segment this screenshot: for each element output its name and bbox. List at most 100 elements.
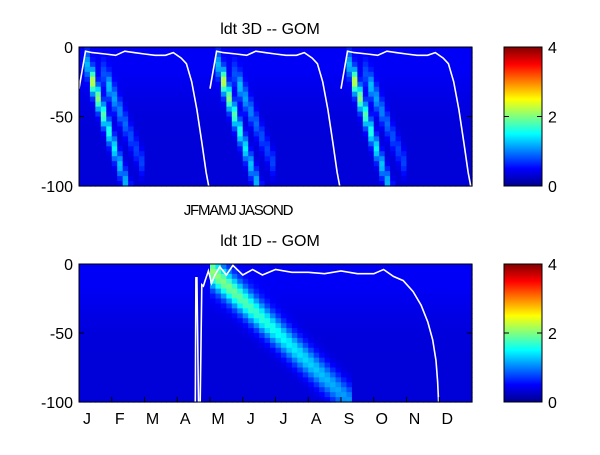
heatmap-cell [450,136,457,142]
heatmap-cell [390,61,397,68]
heatmap-cell [433,171,440,177]
heatmap-cell [357,71,364,78]
heatmap-cell [335,392,342,398]
heatmap-cell [341,171,348,177]
heatmap-cell [155,377,162,383]
heatmap-cell [444,47,451,53]
heatmap-cell [368,161,375,167]
heatmap-cell [149,268,157,275]
heatmap-cell [335,61,342,68]
heatmap-cell [319,357,326,364]
heatmap-cell [79,298,86,305]
heatmap-cell [193,171,200,177]
heatmap-cell [346,372,353,378]
heatmap-cell [428,171,435,177]
heatmap-cell [373,96,380,103]
heatmap-cell [89,288,96,295]
heatmap-cell [242,96,249,103]
heatmap-cell [122,51,129,58]
heatmap-cell [280,303,288,309]
heatmap-cell [199,71,206,78]
heatmap-cell [122,323,129,329]
heatmap-cell [351,293,358,300]
heatmap-cell [368,66,375,73]
heatmap-cell [193,181,200,187]
heatmap-cell [122,387,129,393]
heatmap-cell [166,298,173,305]
heatmap-cell [461,333,468,339]
heatmap-cell [171,86,178,93]
heatmap-cell [242,66,249,73]
heatmap-cell [177,131,184,137]
heatmap-cell [160,116,167,123]
heatmap-cell [231,116,238,123]
heatmap-cell [357,357,364,364]
heatmap-cell [335,66,342,73]
heatmap-cell [379,333,386,339]
heatmap-cell [231,278,238,285]
heatmap-cell [220,86,227,93]
heatmap-cell [444,156,451,162]
heatmap-cell [111,141,118,147]
heatmap-cell [122,382,129,388]
heatmap-cell [133,313,140,319]
heatmap-cell [444,61,451,68]
heatmap-cell [166,131,173,137]
heatmap-cell [390,308,397,314]
heatmap-cell [166,288,173,295]
heatmap-cell [357,111,364,118]
heatmap-cell [171,303,178,309]
heatmap-cell [166,121,173,128]
heatmap-cell [79,171,86,177]
heatmap-cell [182,278,189,285]
heatmap-cell [253,146,260,152]
heatmap-cell [253,76,260,83]
heatmap-cell [188,156,195,162]
heatmap-cell [335,131,342,137]
heatmap-cell [199,337,206,344]
heatmap-cell [84,166,91,172]
heatmap-cell [351,146,358,152]
heatmap-cell [193,367,200,374]
heatmap-cell [351,283,358,290]
heatmap-cell [188,136,195,142]
heatmap-cell [411,342,419,349]
heatmap-cell [357,161,364,167]
heatmap-cell [215,387,222,393]
heatmap-cell [401,86,408,93]
heatmap-cell [433,303,440,309]
heatmap-cell [280,337,288,344]
heatmap-cell [466,382,473,388]
heatmap-cell [297,264,304,270]
heatmap-cell [84,151,91,157]
heatmap-cell [182,101,189,108]
heatmap-cell [111,308,118,314]
heatmap-cell [291,382,298,388]
heatmap-cell [444,86,451,93]
heatmap-cell [128,86,135,93]
heatmap-cell [297,298,304,305]
heatmap-cell [204,357,211,364]
heatmap-cell [373,116,380,123]
heatmap-cell [275,342,282,349]
heatmap-cell [466,166,473,172]
heatmap-cell [122,81,129,88]
heatmap-cell [379,318,386,324]
heatmap-cell [291,136,298,142]
heatmap-cell [117,156,124,162]
heatmap-cell [171,66,178,73]
heatmap-cell [275,66,282,73]
heatmap-cell [335,273,342,280]
heatmap-cell [242,91,249,98]
heatmap-cell [411,308,419,314]
heatmap-cell [439,106,446,113]
heatmap-cell [144,298,151,305]
heatmap-cell [324,313,331,319]
heatmap-cell [330,151,337,157]
heatmap-cell [286,101,293,108]
heatmap-cell [417,121,424,128]
heatmap-cell [220,333,227,339]
heatmap-cell [455,337,462,344]
heatmap-cell [259,86,266,93]
heatmap-cell [84,86,91,93]
